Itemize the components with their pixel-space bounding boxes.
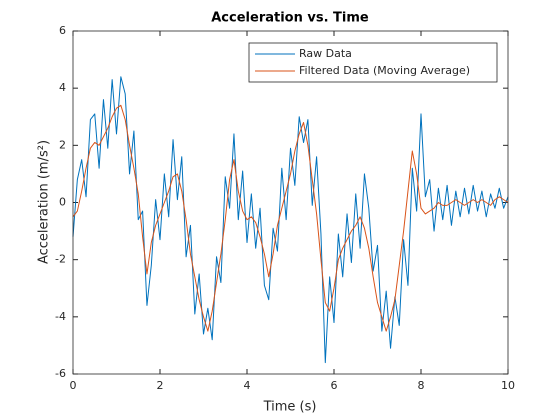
y-tick-label: 2 <box>59 138 66 151</box>
y-tick-label: -6 <box>55 367 66 380</box>
x-tick-label: 8 <box>418 379 425 392</box>
x-tick-label: 4 <box>244 379 251 392</box>
y-tick-label: 0 <box>59 196 66 209</box>
y-tick-label: 6 <box>59 24 66 37</box>
plot-area <box>73 31 508 374</box>
axes-box <box>72 30 509 375</box>
x-tick-label: 10 <box>501 379 515 392</box>
y-tick-label: 4 <box>59 81 66 94</box>
x-axis-label: Time (s) <box>263 400 317 415</box>
legend-box <box>248 42 498 83</box>
x-tick-label: 2 <box>157 379 164 392</box>
data-line <box>72 104 509 332</box>
y-axis-label: Acceleration (m/s²) <box>37 140 52 264</box>
y-tick-label: -4 <box>55 310 66 323</box>
x-tick-label: 6 <box>331 379 338 392</box>
chart-title: Acceleration vs. Time <box>211 11 369 26</box>
legend-label: Filtered Data (Moving Average) <box>299 64 470 77</box>
data-line <box>72 76 509 364</box>
legend-label: Raw Data <box>299 47 352 60</box>
x-tick-label: 0 <box>70 379 77 392</box>
y-tick-label: -2 <box>55 253 66 266</box>
